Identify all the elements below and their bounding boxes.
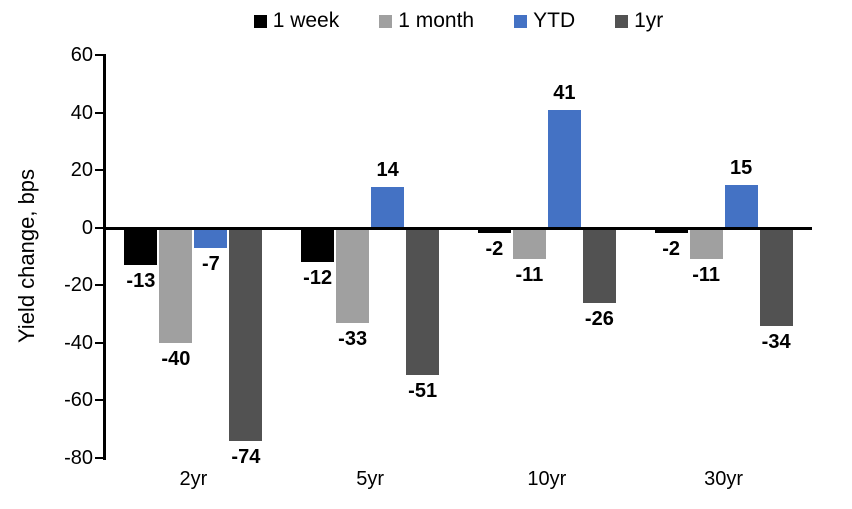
y-tick-label: 60: [70, 44, 93, 66]
bar-value-label: -74: [231, 445, 261, 468]
bar-value-label: -34: [761, 330, 791, 353]
category-label: 2yr: [179, 468, 208, 490]
legend-item: 1 month: [379, 9, 474, 33]
chart-legend: 1 week 1 month YTD 1yr: [105, 9, 812, 33]
y-tick-label: 40: [70, 101, 93, 124]
bar: [547, 109, 581, 228]
bar-value-label: -2: [485, 238, 504, 261]
legend-item: 1 week: [253, 9, 340, 33]
legend-label: 1yr: [634, 9, 664, 32]
bar: [336, 227, 370, 323]
bar-value-label: -2: [662, 238, 681, 261]
bar-value-label: -51: [408, 379, 438, 402]
category-label: 30yr: [704, 468, 744, 490]
y-tick-label: 20: [70, 159, 93, 182]
bar-value-label: -26: [584, 307, 614, 330]
y-tick-label: -80: [64, 447, 93, 469]
bar-value-label: -13: [126, 270, 156, 293]
bar-value-label: 14: [376, 159, 399, 182]
category-label: 5yr: [356, 468, 385, 490]
category-label: 10yr: [527, 468, 567, 490]
y-tick-label: -60: [64, 389, 93, 412]
bar: [477, 227, 511, 234]
legend-label: 1 week: [272, 9, 340, 32]
y-tick-mark: [95, 54, 103, 56]
bar: [724, 184, 758, 228]
legend-swatch-icon: [514, 14, 528, 28]
bar: [159, 227, 193, 343]
legend-swatch-icon: [253, 14, 267, 28]
y-tick-mark: [95, 226, 103, 229]
bar-value-label: -40: [161, 347, 191, 370]
bar: [229, 227, 263, 441]
y-tick-mark: [95, 169, 103, 172]
zero-line: [103, 226, 812, 230]
bar: [689, 227, 723, 260]
y-tick-label: 0: [81, 216, 93, 239]
bar: [654, 227, 688, 234]
y-axis-line: [103, 54, 106, 460]
legend-item: 1yr: [615, 9, 663, 33]
bar: [582, 227, 616, 303]
legend-swatch-icon: [379, 14, 393, 28]
y-tick-mark: [95, 111, 103, 114]
bar: [512, 227, 546, 260]
y-tick-label: -40: [64, 331, 93, 354]
bar: [124, 227, 158, 266]
bar: [301, 227, 335, 263]
bar: [759, 227, 793, 326]
y-tick-mark: [95, 399, 103, 402]
bar-value-label: -11: [515, 264, 544, 287]
bar: [406, 227, 440, 375]
bar-value-label: -33: [338, 327, 368, 350]
legend-label: 1 month: [398, 9, 475, 32]
y-tick-mark: [95, 341, 103, 344]
bar-value-label: -12: [303, 267, 333, 290]
y-tick-mark: [95, 457, 103, 459]
bar-value-label: -7: [201, 252, 220, 275]
bar-value-label: -11: [692, 264, 721, 287]
bar-value-label: 41: [553, 81, 576, 104]
y-tick-label: -20: [64, 274, 93, 297]
bar: [371, 187, 405, 228]
legend-item: YTD: [514, 9, 575, 33]
legend-label: YTD: [533, 9, 576, 32]
bar: [194, 227, 228, 248]
y-tick-mark: [95, 284, 103, 287]
bar-value-label: 15: [730, 156, 753, 179]
legend-swatch-icon: [615, 14, 629, 28]
